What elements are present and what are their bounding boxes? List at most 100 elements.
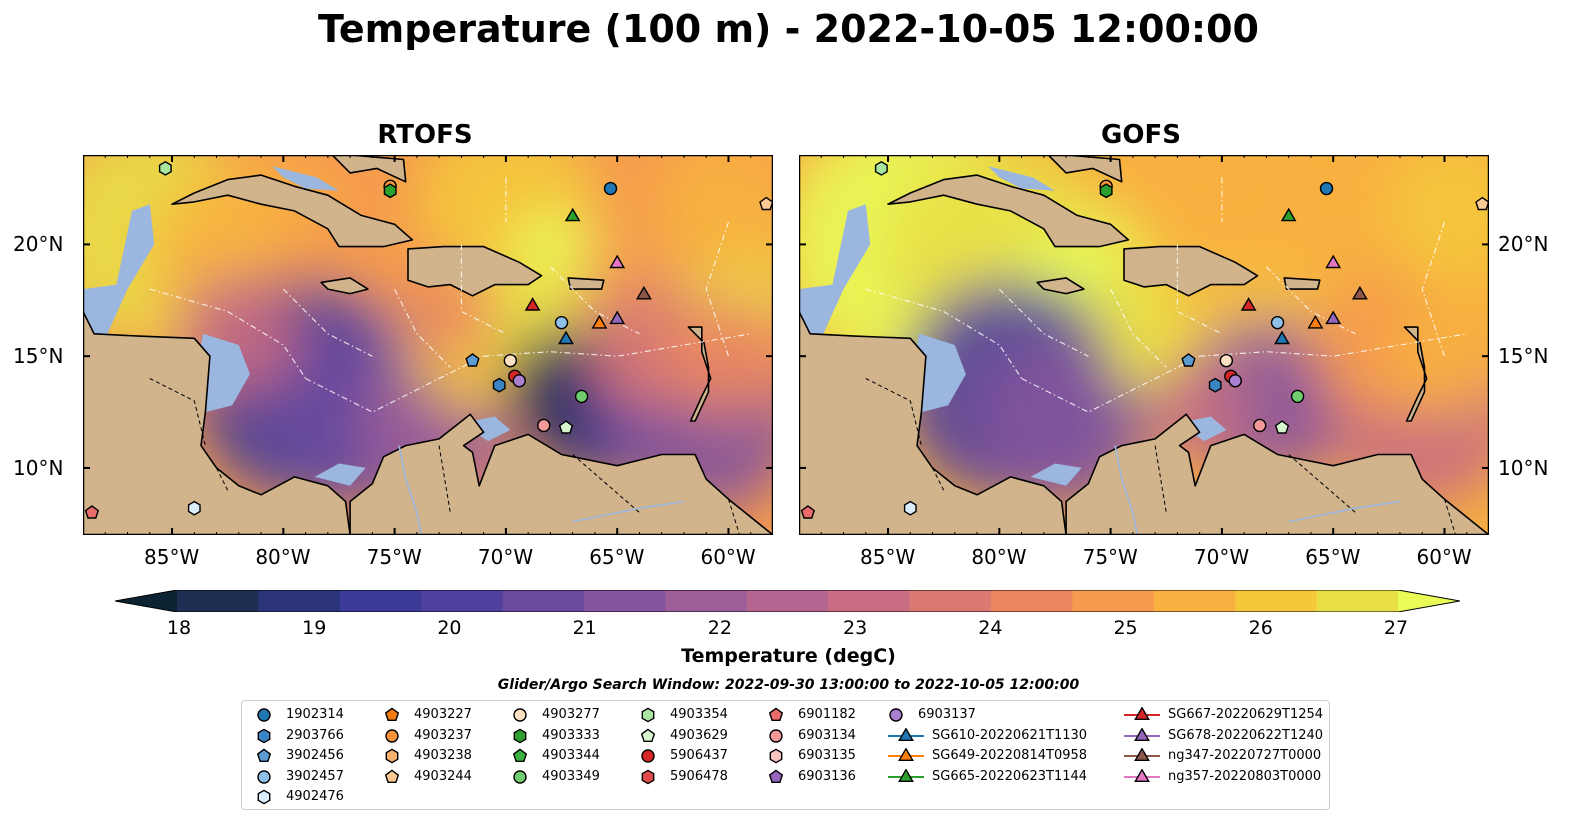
obs-SG610-20220621T1130[interactable] xyxy=(558,330,574,345)
obs-3902457[interactable] xyxy=(1270,315,1285,330)
legend-circle-icon[interactable] xyxy=(769,728,783,743)
legend-hexagon-icon[interactable] xyxy=(257,728,271,743)
obs-ng347-20220727T0000[interactable] xyxy=(635,285,652,300)
obs-4903277[interactable] xyxy=(1219,353,1234,368)
legend-triangle-icon[interactable] xyxy=(1134,707,1150,721)
legend-hexagon-icon[interactable] xyxy=(641,769,655,784)
lon-tick-label: 65°W xyxy=(1305,545,1361,569)
obs-6901182[interactable] xyxy=(800,505,816,519)
legend-label: 6903136 xyxy=(798,768,856,784)
obs-3902457[interactable] xyxy=(554,315,569,330)
obs-4903349[interactable] xyxy=(1290,389,1305,404)
legend-hexagon-icon[interactable] xyxy=(513,728,527,743)
lat-tick-label-right: 15°N xyxy=(1498,344,1549,369)
eez-boundary xyxy=(282,288,373,357)
legend-triangle-icon[interactable] xyxy=(898,748,914,762)
legend-circle-icon[interactable] xyxy=(889,708,903,722)
colorbar-swatch xyxy=(665,590,748,612)
colorbar-swatch xyxy=(1316,590,1399,612)
legend-marker-icon xyxy=(889,708,903,722)
colorbar-swatch xyxy=(258,590,341,612)
legend-circle-icon[interactable] xyxy=(257,769,271,784)
legend-label: 4903349 xyxy=(542,768,600,784)
legend-pentagon-icon[interactable] xyxy=(640,728,656,742)
obs-4903354[interactable] xyxy=(158,160,172,176)
lat-tick-label-right: 10°N xyxy=(1498,455,1549,480)
eez-boundary xyxy=(460,244,507,335)
eez-boundary xyxy=(1266,266,1356,335)
legend-pentagon-icon[interactable] xyxy=(768,769,784,783)
obs-6903137[interactable] xyxy=(512,374,526,388)
obs-4902476[interactable] xyxy=(903,500,917,516)
gofs-map[interactable] xyxy=(799,155,1489,535)
legend-hexagon-icon[interactable] xyxy=(385,748,399,764)
legend-circle-icon[interactable] xyxy=(641,749,655,763)
obs-4903333[interactable] xyxy=(1099,183,1113,199)
obs-4903629[interactable] xyxy=(1274,420,1290,434)
legend-label: 6903135 xyxy=(798,748,856,763)
legend-pentagon-icon[interactable] xyxy=(256,748,272,763)
legend-marker-icon xyxy=(888,727,924,741)
eez-boundary xyxy=(483,333,751,357)
colorbar-tick-label: 18 xyxy=(166,617,192,639)
legend-triangle-icon[interactable] xyxy=(898,727,914,741)
obs-1902314[interactable] xyxy=(603,181,618,196)
obs-SG649-20220814T0958[interactable] xyxy=(591,314,608,329)
colorbar-swatch xyxy=(991,590,1073,612)
obs-6903137[interactable] xyxy=(1228,374,1242,388)
obs-SG678-20220622T1240[interactable] xyxy=(609,310,626,325)
obs-SG678-20220622T1240[interactable] xyxy=(1325,310,1342,325)
obs-SG665-20220623T1144[interactable] xyxy=(564,207,581,222)
obs-3902456[interactable] xyxy=(465,353,480,367)
legend-triangle-icon[interactable] xyxy=(1134,748,1150,762)
obs-2903766[interactable] xyxy=(492,377,506,393)
obs-SG667-20220629T1254[interactable] xyxy=(1240,297,1257,311)
rtofs-map[interactable] xyxy=(83,155,773,535)
legend-pentagon-icon[interactable] xyxy=(384,769,400,783)
legend-hexagon-icon[interactable] xyxy=(257,789,271,805)
legend-pentagon-icon[interactable] xyxy=(768,707,784,722)
obs-2903766[interactable] xyxy=(1208,377,1222,393)
lon-tick-label: 85°W xyxy=(144,545,200,569)
legend-hexagon-icon[interactable] xyxy=(641,707,655,723)
obs-4903333[interactable] xyxy=(383,183,397,199)
legend-pentagon-icon[interactable] xyxy=(384,707,400,722)
obs-4903629[interactable] xyxy=(558,420,574,434)
legend-pentagon-icon[interactable] xyxy=(512,748,528,763)
obs-1902314[interactable] xyxy=(1319,181,1334,196)
legend-label: ng357-20220803T0000 xyxy=(1168,768,1322,784)
obs-6903134[interactable] xyxy=(1253,418,1267,433)
legend-circle-icon[interactable] xyxy=(257,708,271,722)
obs-SG667-20220629T1254[interactable] xyxy=(524,297,541,311)
legend-circle-icon[interactable] xyxy=(513,708,527,722)
obs-ng357-20220803T0000[interactable] xyxy=(1325,254,1342,269)
land-hispaniola xyxy=(1123,245,1259,297)
legend-label: 2903766 xyxy=(286,727,344,743)
obs-4902476[interactable] xyxy=(187,500,201,516)
legend-triangle-icon[interactable] xyxy=(1134,768,1150,782)
obs-6901182[interactable] xyxy=(84,505,100,519)
legend-hexagon-icon[interactable] xyxy=(769,748,783,764)
obs-SG649-20220814T0958[interactable] xyxy=(1307,314,1324,329)
obs-SG665-20220623T1144[interactable] xyxy=(1280,207,1297,222)
legend-label: SG665-20220623T1144 xyxy=(932,768,1088,784)
obs-ng347-20220727T0000[interactable] xyxy=(1351,285,1368,300)
obs-3902456[interactable] xyxy=(1181,353,1196,367)
river xyxy=(572,500,685,523)
legend-triangle-icon[interactable] xyxy=(1134,727,1150,741)
legend-circle-icon[interactable] xyxy=(385,728,399,743)
obs-4903354[interactable] xyxy=(874,160,888,176)
river xyxy=(398,445,423,535)
obs-ng357-20220803T0000[interactable] xyxy=(609,254,626,269)
obs-SG610-20220621T1130[interactable] xyxy=(1274,330,1290,345)
obs-4903244[interactable] xyxy=(759,196,773,211)
obs-4903277[interactable] xyxy=(503,353,518,368)
river xyxy=(1288,500,1401,523)
obs-4903244[interactable] xyxy=(1475,196,1489,211)
obs-6903134[interactable] xyxy=(537,418,551,433)
legend-marker-icon xyxy=(256,748,272,763)
legend-marker-icon xyxy=(641,707,655,723)
legend-circle-icon[interactable] xyxy=(513,769,527,784)
legend-triangle-icon[interactable] xyxy=(898,768,914,782)
obs-4903349[interactable] xyxy=(574,389,589,404)
